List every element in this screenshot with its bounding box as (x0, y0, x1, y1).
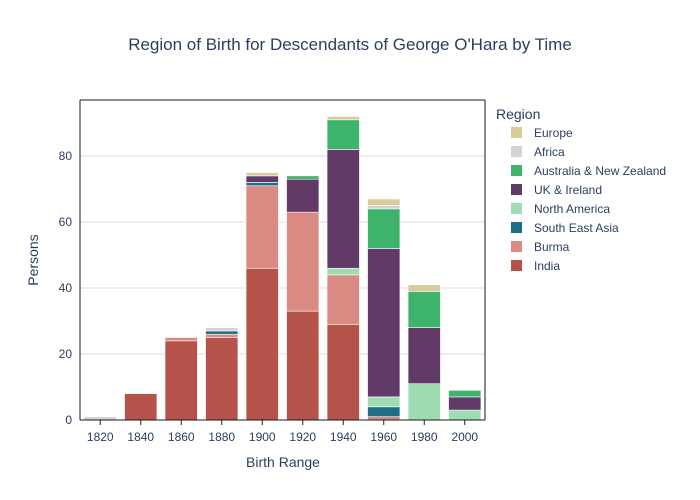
bar-segment (245, 172, 279, 177)
y-tick-label: 40 (59, 281, 73, 295)
legend: Region Europe Africa Australia & New Zeala… (496, 106, 666, 273)
bar-segment (407, 291, 441, 328)
legend-swatch (511, 146, 522, 157)
bar-segment (407, 383, 441, 421)
x-tick-label: 1880 (208, 430, 235, 444)
legend-swatch (511, 241, 522, 252)
legend-label: Africa (534, 145, 565, 159)
legend-label: Europe (534, 126, 573, 140)
bar-segment (448, 396, 482, 411)
bar-segment (286, 211, 320, 312)
legend-label: Burma (534, 240, 570, 254)
x-tick-label: 1960 (370, 430, 397, 444)
bar-segment (245, 182, 279, 187)
y-tick-label: 20 (59, 347, 73, 361)
x-tick-label: 1840 (127, 430, 154, 444)
y-tick-label: 0 (65, 413, 72, 427)
bar-segment (124, 393, 158, 421)
x-tick-label: 1920 (289, 430, 316, 444)
chart-title: Region of Birth for Descendants of Georg… (128, 35, 572, 54)
bar-segment (367, 198, 401, 206)
bar-segment (448, 409, 482, 421)
legend-swatch (511, 127, 522, 138)
legend-label: North America (534, 202, 610, 216)
legend-swatch (511, 203, 522, 214)
bar-segment (326, 324, 360, 421)
bar-segment (407, 327, 441, 385)
bar-segment (367, 396, 401, 408)
axes: 0 20 40 60 80 1820 1840 1860 1880 1900 1920 1940 196… (59, 99, 486, 444)
bar-segment (367, 406, 401, 418)
x-axis-title: Birth Range (246, 454, 320, 470)
legend-swatch (511, 165, 522, 176)
bar-segment (245, 175, 279, 183)
x-tick-label: 1940 (330, 430, 357, 444)
x-tick-label: 1980 (411, 430, 438, 444)
bar-segment (326, 274, 360, 325)
legend-label: South East Asia (534, 221, 619, 235)
bar-segment (286, 175, 320, 180)
bar-segment (286, 178, 320, 213)
legend-label: Australia & New Zealand (534, 164, 666, 178)
bar-segment (205, 327, 239, 332)
bar-segment (326, 149, 360, 269)
y-tick-label: 60 (59, 215, 73, 229)
x-tick-label: 1820 (87, 430, 114, 444)
bar-segment (367, 205, 401, 210)
bar-segment (448, 390, 482, 398)
x-tick-label: 1860 (168, 430, 195, 444)
x-tick-label: 1900 (249, 430, 276, 444)
bar-segment (164, 337, 198, 342)
bar-segment (245, 267, 279, 421)
legend-swatch (511, 184, 522, 195)
y-axis-title: Persons (25, 234, 41, 285)
bar-segment (326, 119, 360, 150)
bar-segment (326, 267, 360, 276)
bar-segment (205, 330, 239, 335)
bar-segment (367, 208, 401, 249)
bar-segment (245, 185, 279, 269)
bar-segment (326, 116, 360, 121)
bar-segment (205, 333, 239, 338)
legend-label: India (534, 259, 560, 273)
bars (83, 116, 482, 421)
legend-swatch (511, 222, 522, 233)
x-tick-label: 2000 (451, 430, 478, 444)
y-tick-label: 80 (59, 149, 73, 163)
bar-segment (164, 340, 198, 421)
legend-title: Region (496, 106, 540, 122)
bar-segment (286, 310, 320, 421)
bar-segment (205, 337, 239, 421)
bar-segment (367, 248, 401, 398)
bar-segment (407, 284, 441, 292)
legend-swatch (511, 260, 522, 271)
legend-label: UK & Ireland (534, 183, 602, 197)
